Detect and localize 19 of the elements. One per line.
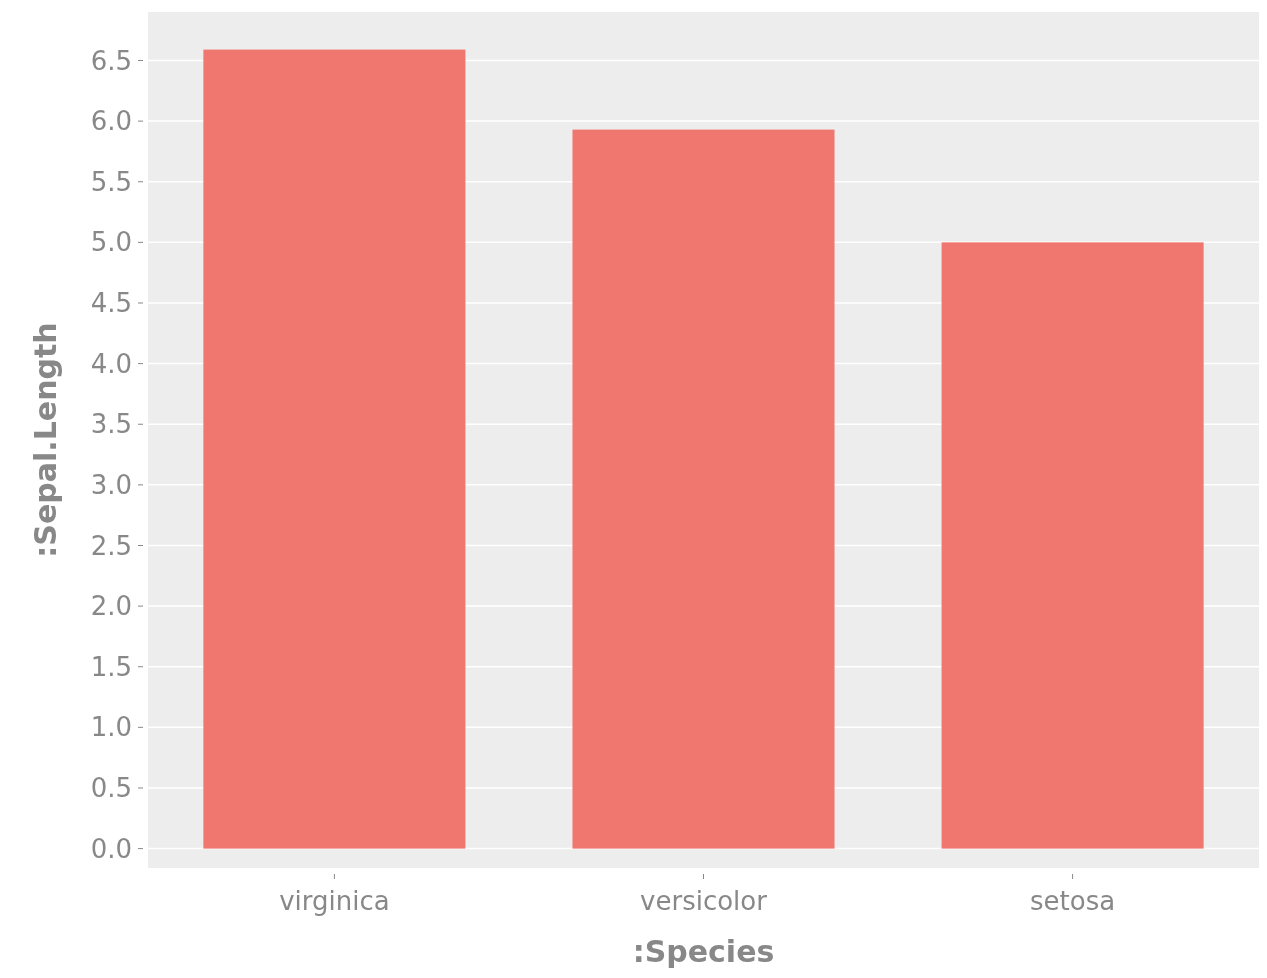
y-tick-label: 4.5 xyxy=(90,288,132,319)
x-tick-label: virginica xyxy=(279,886,390,916)
y-tick-label: 2.0 xyxy=(90,591,132,622)
y-tick-label: 4.0 xyxy=(90,348,132,379)
x-tick-label: setosa xyxy=(1030,886,1116,916)
y-tick-label: 6.0 xyxy=(90,106,132,137)
y-tick-label: 3.5 xyxy=(90,409,132,440)
y-tick-label: 0.5 xyxy=(90,773,132,804)
y-tick-label: 0.0 xyxy=(90,833,132,864)
y-tick-label: 3.0 xyxy=(90,469,132,500)
y-tick-label: 5.0 xyxy=(90,227,132,258)
y-tick-label: 6.5 xyxy=(90,45,132,76)
x-axis-title: :Species xyxy=(632,934,775,969)
y-tick-label: 1.5 xyxy=(90,651,132,682)
y-tick-label: 5.5 xyxy=(90,166,132,197)
y-axis-title: :Sepal.Length xyxy=(28,322,63,558)
y-tick-label: 1.0 xyxy=(90,712,132,743)
x-tick-label: versicolor xyxy=(640,886,768,916)
y-tick-label: 2.5 xyxy=(90,530,132,561)
